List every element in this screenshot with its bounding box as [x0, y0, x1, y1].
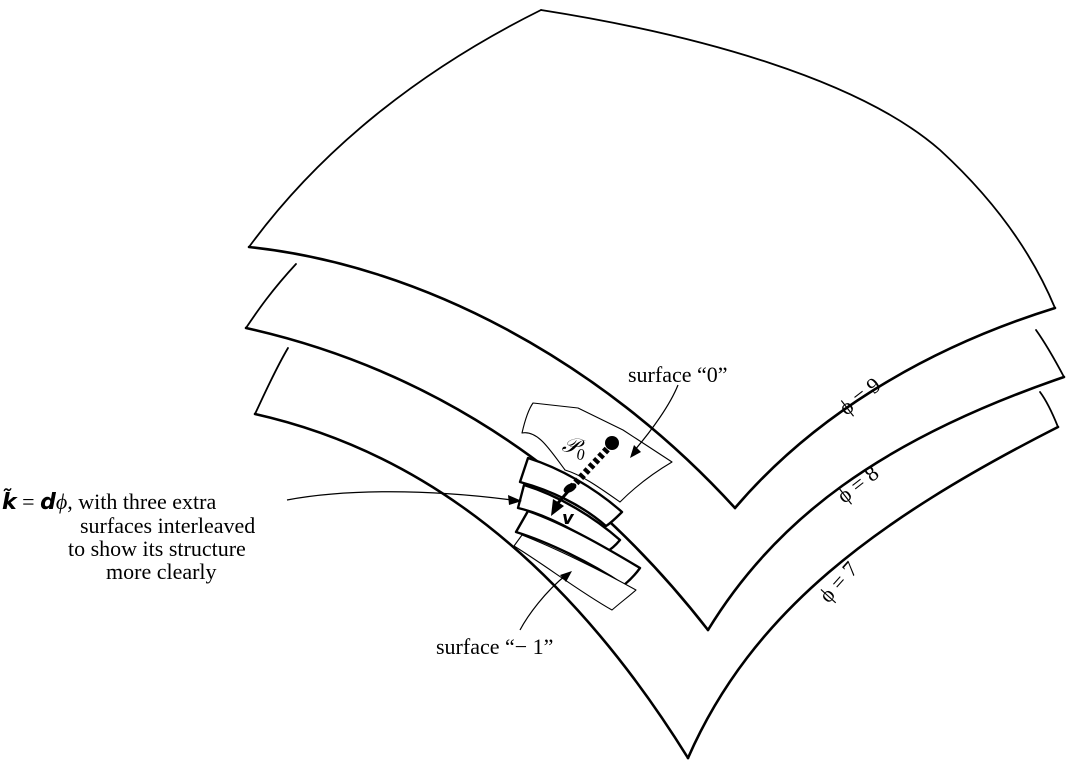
caption-leader-line — [286, 491, 513, 501]
vector-v — [551, 436, 619, 516]
vector-v-arrowhead — [551, 499, 564, 516]
surface-phi-7-front-left-edge — [253, 412, 690, 760]
caption-line-3: to show its structure — [68, 536, 246, 561]
point-p0-label: 𝒫0 — [560, 431, 588, 464]
surface-phi-9-front-right-edge — [733, 306, 1057, 510]
surface-minus-one-leader-line — [519, 574, 567, 631]
surface-zero-label: surface “0” — [628, 362, 728, 387]
caption-leader — [286, 491, 522, 505]
surface-phi-7-front-right-edge — [686, 425, 1060, 760]
one-form-caption: k̃ = dϕ, with three extra surfaces inter… — [2, 490, 302, 583]
surface-zero-patch — [521, 402, 673, 503]
surface-minus-one-label: surface “− 1” — [436, 634, 554, 659]
surface-zero-leader — [630, 384, 679, 458]
surface-phi-9-front-left-edge — [247, 245, 737, 510]
surface-phi-7 — [253, 347, 1060, 760]
surface-phi-7-right-edge — [1039, 391, 1059, 428]
vector-v-dashed-shaft — [568, 441, 615, 491]
surface-phi-9-back-left-edge — [248, 9, 542, 248]
vector-v-tail-mark — [563, 483, 577, 493]
surface-phi-7-left-edge — [254, 347, 289, 415]
caption-equals: = — [16, 489, 41, 514]
point-p0-dot — [605, 436, 619, 450]
vector-v-label: v — [562, 509, 574, 528]
caption-line-1: k̃ = dϕ, with three extra — [2, 490, 302, 514]
surface-minus-one-leader-arrowhead — [560, 571, 572, 582]
surface-minus-one-patch — [513, 534, 637, 611]
caption-phi: ϕ — [55, 489, 68, 514]
caption-line-2: surfaces interleaved — [80, 513, 256, 538]
surface-minus-one-leader — [519, 571, 572, 631]
surface-phi-8-left-edge — [245, 263, 297, 329]
caption-leader-arrowhead — [508, 495, 522, 505]
vector-v-symbol: v — [562, 508, 574, 529]
interleaved-surface-3 — [514, 509, 642, 587]
surface-phi-8 — [244, 263, 1066, 632]
surface-phi-9-back-right-edge — [540, 9, 1056, 309]
surface-zero-leader-arrowhead — [630, 445, 641, 458]
caption-d-symbol: d — [40, 490, 56, 515]
interleaved-surface-1 — [518, 456, 624, 528]
caption-rest-line-1: , with three extra — [67, 489, 217, 514]
surface-zero-leader-line — [633, 384, 679, 452]
surface-phi-9 — [247, 9, 1057, 510]
caption-line-4: more clearly — [106, 559, 217, 584]
surface-phi-8-front-right-edge — [706, 375, 1066, 632]
surface-phi-8-front-left-edge — [244, 326, 710, 632]
caption-k-symbol: k̃ — [2, 490, 17, 515]
surface-phi-8-right-edge — [1035, 329, 1065, 378]
